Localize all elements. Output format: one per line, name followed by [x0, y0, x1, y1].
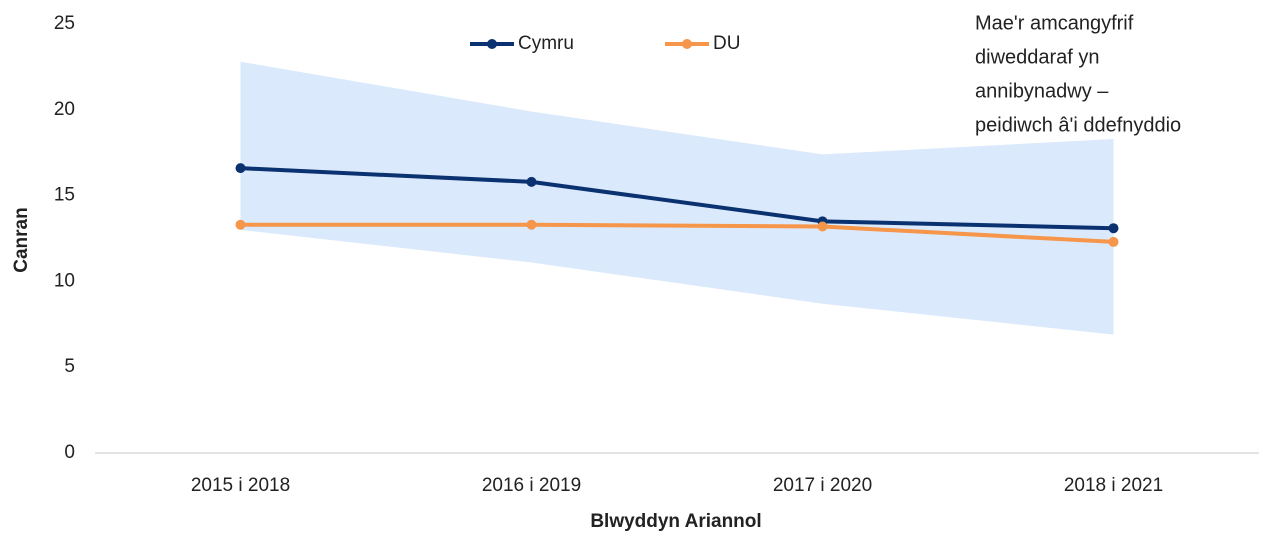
series-point: [526, 219, 537, 230]
y-tick-label: 5: [64, 356, 75, 377]
y-tick-label: 15: [54, 185, 75, 206]
annotation: annibynadwy –: [975, 80, 1109, 102]
annotation: diweddaraf yn: [975, 46, 1100, 68]
x-tick-label: 2016 i 2019: [482, 475, 581, 496]
y-tick-label: 0: [64, 442, 75, 463]
x-tick-label: 2015 i 2018: [191, 475, 290, 496]
series-point: [817, 221, 828, 232]
x-tick-label: 2018 i 2021: [1064, 475, 1163, 496]
legend-label: Cymru: [518, 33, 574, 54]
y-tick-label: 25: [54, 13, 75, 34]
series-line: [240, 222, 1114, 244]
series-point: [235, 219, 246, 230]
series-point: [526, 176, 537, 187]
annotation: Mae'r amcangyfrif: [975, 12, 1134, 34]
y-tick-label: 10: [54, 270, 75, 291]
confidence-band: [240, 61, 1114, 335]
series-line: [240, 166, 1114, 231]
legend-label: DU: [713, 33, 740, 54]
legend-marker: [682, 39, 692, 49]
annotation: peidiwch â'i ddefnyddio: [975, 114, 1181, 136]
y-tick-label: 20: [54, 99, 75, 120]
legend-marker: [487, 39, 497, 49]
x-tick-label: 2017 i 2020: [773, 475, 872, 496]
series-point: [1108, 236, 1119, 247]
series-point: [235, 163, 246, 174]
y-axis-label: Canran: [11, 207, 32, 272]
x-axis-label: Blwyddyn Ariannol: [590, 511, 761, 532]
series-point: [1108, 223, 1119, 234]
